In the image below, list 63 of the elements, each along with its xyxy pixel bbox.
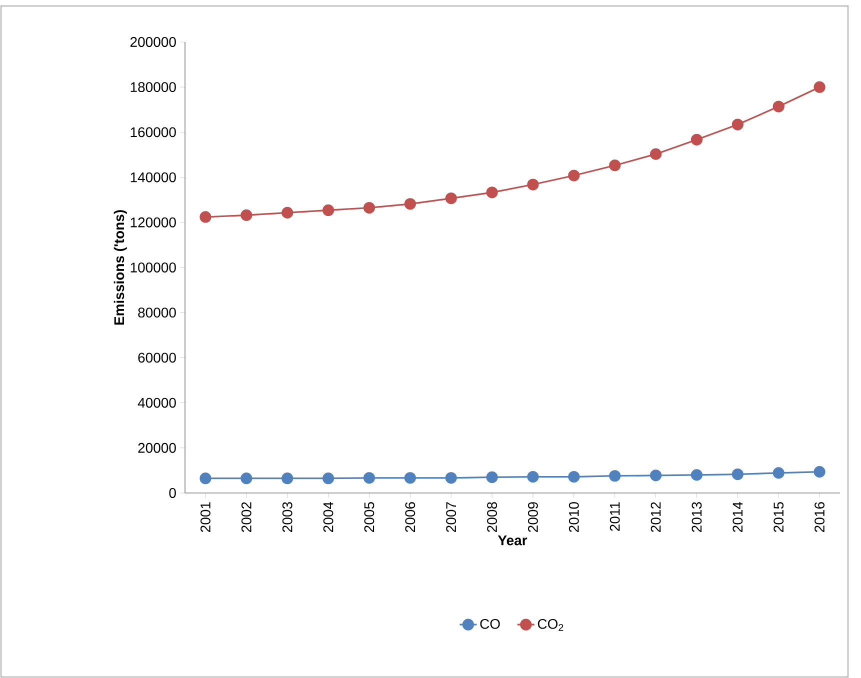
point	[445, 472, 457, 484]
y-axis-title: Emissions ('tons)	[114, 210, 127, 325]
x-axis-title: Year	[498, 536, 528, 546]
point	[445, 192, 457, 204]
x-tick-label: 2009	[528, 502, 538, 532]
x-tick-label: 2006	[405, 502, 416, 532]
point	[814, 81, 826, 93]
point	[527, 178, 539, 190]
point	[282, 206, 294, 219]
x-tick-label: 2010	[568, 502, 579, 532]
point	[200, 211, 212, 223]
y-tick-label: 100000	[130, 262, 176, 272]
point	[404, 198, 416, 210]
y-tick-label: 0	[169, 488, 176, 498]
point	[322, 472, 334, 484]
point	[772, 100, 784, 112]
x-tick-label: 2003	[282, 502, 292, 532]
point	[527, 470, 539, 483]
x-tick-label: 2007	[446, 502, 456, 532]
x-tick-label: 2008	[487, 502, 497, 532]
point	[772, 467, 784, 479]
point	[486, 186, 498, 198]
x-tick-label: 2002	[241, 502, 252, 532]
y-tick-label: 60000	[138, 352, 176, 363]
point	[650, 148, 662, 160]
point	[240, 209, 252, 221]
point	[732, 118, 744, 130]
y-tick-label: 120000	[130, 217, 176, 228]
x-tick-label: 2005	[364, 502, 374, 532]
point	[690, 469, 703, 481]
y-tick-label: 180000	[130, 82, 176, 92]
point	[568, 470, 580, 483]
y-tick-label: 80000	[138, 308, 176, 318]
point	[282, 472, 294, 484]
y-tick-label: 200000	[130, 37, 176, 47]
point	[609, 160, 621, 172]
legend-label: CO$_{2}$	[538, 618, 564, 631]
point	[568, 170, 580, 182]
x-tick-label: 2012	[650, 502, 661, 532]
point	[363, 472, 376, 484]
point	[200, 472, 212, 484]
point	[363, 202, 376, 214]
y-tick-label: 20000	[138, 442, 176, 453]
legend-label: CO	[480, 618, 500, 629]
x-tick-label: 2015	[774, 502, 784, 532]
x-tick-label: 2001	[200, 502, 210, 532]
point	[609, 470, 621, 482]
point	[322, 204, 334, 216]
point	[814, 466, 826, 478]
x-tick-label: 2004	[323, 502, 334, 532]
y-tick-label: 40000	[138, 398, 176, 408]
point	[690, 134, 703, 146]
point	[732, 468, 744, 480]
x-tick-label: 2013	[692, 502, 702, 532]
point	[404, 472, 416, 484]
point	[650, 470, 662, 482]
x-tick-label: 2016	[814, 502, 824, 532]
x-tick-label: 2011	[610, 502, 620, 531]
point	[240, 472, 252, 484]
y-tick-label: 140000	[130, 172, 176, 182]
x-tick-label: 2014	[732, 502, 743, 532]
point	[486, 471, 498, 484]
y-tick-label: 160000	[130, 127, 176, 138]
